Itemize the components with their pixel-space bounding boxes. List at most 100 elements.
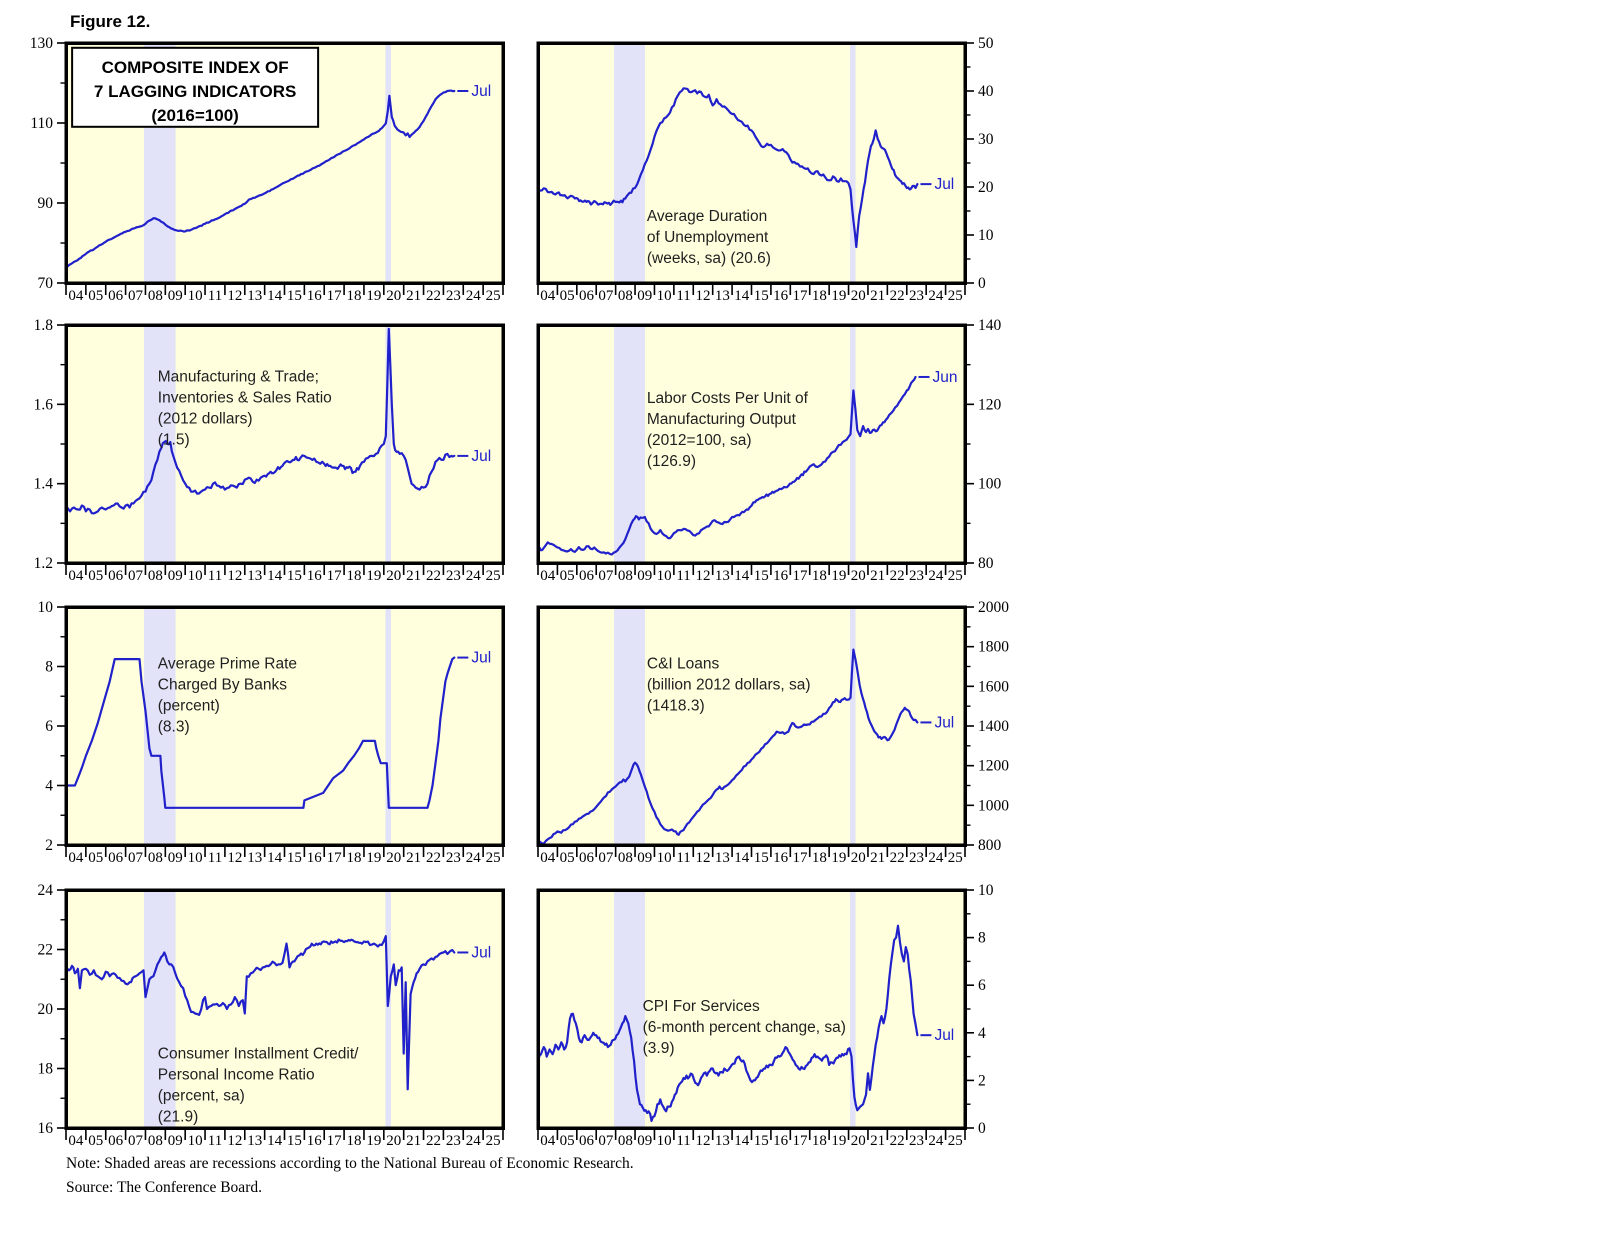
svg-text:C&I Loans: C&I Loans xyxy=(647,655,720,672)
svg-text:(3.9): (3.9) xyxy=(643,1040,675,1057)
svg-text:13: 13 xyxy=(715,850,730,866)
svg-text:18: 18 xyxy=(812,850,827,866)
svg-text:19: 19 xyxy=(366,1133,381,1149)
svg-text:14: 14 xyxy=(267,1133,283,1149)
svg-text:19: 19 xyxy=(831,1133,846,1149)
svg-text:20: 20 xyxy=(386,850,401,866)
svg-text:140: 140 xyxy=(978,317,1002,334)
svg-text:25: 25 xyxy=(948,568,963,584)
svg-text:23: 23 xyxy=(446,1133,461,1149)
svg-text:16: 16 xyxy=(307,568,323,584)
svg-text:08: 08 xyxy=(618,288,633,304)
svg-text:22: 22 xyxy=(890,568,905,584)
svg-text:15: 15 xyxy=(754,850,769,866)
svg-text:23: 23 xyxy=(909,1133,924,1149)
svg-text:22: 22 xyxy=(890,288,905,304)
svg-text:13: 13 xyxy=(247,1133,262,1149)
svg-text:40: 40 xyxy=(978,83,994,100)
svg-text:05: 05 xyxy=(560,1133,575,1149)
svg-text:21: 21 xyxy=(406,288,421,304)
svg-text:(21.9): (21.9) xyxy=(158,1109,199,1126)
svg-text:25: 25 xyxy=(948,288,963,304)
svg-text:10: 10 xyxy=(657,288,672,304)
svg-text:05: 05 xyxy=(88,568,103,584)
svg-text:16: 16 xyxy=(773,568,789,584)
svg-text:21: 21 xyxy=(870,288,885,304)
svg-text:07: 07 xyxy=(128,568,144,584)
svg-text:23: 23 xyxy=(446,850,461,866)
svg-text:21: 21 xyxy=(870,568,885,584)
svg-text:09: 09 xyxy=(168,568,183,584)
svg-text:14: 14 xyxy=(734,568,750,584)
svg-text:19: 19 xyxy=(366,288,381,304)
svg-text:21: 21 xyxy=(406,1133,421,1149)
svg-text:20: 20 xyxy=(386,1133,401,1149)
svg-text:Personal Income Ratio: Personal Income Ratio xyxy=(158,1067,315,1084)
svg-text:17: 17 xyxy=(327,568,343,584)
svg-text:Manufacturing Output: Manufacturing Output xyxy=(647,411,797,428)
svg-text:06: 06 xyxy=(579,1133,595,1149)
svg-text:6: 6 xyxy=(978,977,986,994)
svg-text:4: 4 xyxy=(45,778,53,795)
svg-text:24: 24 xyxy=(928,850,944,866)
svg-text:11: 11 xyxy=(676,850,690,866)
svg-text:21: 21 xyxy=(406,568,421,584)
svg-text:09: 09 xyxy=(637,850,652,866)
svg-text:17: 17 xyxy=(327,288,343,304)
svg-text:7 LAGGING INDICATORS: 7 LAGGING INDICATORS xyxy=(94,82,296,101)
svg-text:19: 19 xyxy=(831,288,846,304)
svg-text:14: 14 xyxy=(734,1133,750,1149)
svg-text:14: 14 xyxy=(734,288,750,304)
svg-text:25: 25 xyxy=(486,568,501,584)
chart-manufacturing-trade-inventories-sales-ratio: 1.21.41.61.804 05 06 07 08 09 10 11 12 13 14 15 16 17… xyxy=(34,317,505,584)
svg-text:07: 07 xyxy=(598,568,614,584)
svg-text:19: 19 xyxy=(831,850,846,866)
svg-text:04: 04 xyxy=(540,1133,556,1149)
svg-text:14: 14 xyxy=(267,568,283,584)
svg-text:22: 22 xyxy=(890,1133,905,1149)
svg-text:09: 09 xyxy=(168,1133,183,1149)
svg-text:08: 08 xyxy=(148,850,163,866)
svg-text:04: 04 xyxy=(68,1133,84,1149)
svg-text:10: 10 xyxy=(188,288,203,304)
svg-text:20: 20 xyxy=(851,568,866,584)
svg-text:1.4: 1.4 xyxy=(34,476,54,493)
svg-text:11: 11 xyxy=(676,1133,690,1149)
svg-text:17: 17 xyxy=(793,1133,809,1149)
svg-text:(2012 dollars): (2012 dollars) xyxy=(158,411,253,428)
svg-text:21: 21 xyxy=(870,850,885,866)
svg-text:(6-month percent change, sa): (6-month percent change, sa) xyxy=(643,1019,846,1036)
svg-text:09: 09 xyxy=(637,1133,652,1149)
svg-text:Average Duration: Average Duration xyxy=(647,208,767,225)
svg-text:22: 22 xyxy=(426,1133,441,1149)
svg-text:18: 18 xyxy=(347,568,362,584)
svg-text:80: 80 xyxy=(978,555,994,572)
chart-composite-index-of-7-lagging-indicators: 70 90 110 130 04 05 06 07 08 09 10 11 12 13 14 15 16 17 18… xyxy=(30,35,505,304)
svg-text:05: 05 xyxy=(560,288,575,304)
svg-text:22: 22 xyxy=(426,850,441,866)
svg-text:20: 20 xyxy=(851,288,866,304)
svg-text:15: 15 xyxy=(287,1133,302,1149)
svg-text:13: 13 xyxy=(715,1133,730,1149)
svg-text:04: 04 xyxy=(68,288,84,304)
svg-text:(billion 2012 dollars, sa): (billion 2012 dollars, sa) xyxy=(647,676,811,693)
svg-text:1.6: 1.6 xyxy=(34,396,54,413)
svg-text:06: 06 xyxy=(108,288,124,304)
svg-text:04: 04 xyxy=(540,288,556,304)
svg-text:1800: 1800 xyxy=(978,639,1009,656)
svg-text:13: 13 xyxy=(247,288,262,304)
svg-text:07: 07 xyxy=(128,1133,144,1149)
svg-text:17: 17 xyxy=(793,850,809,866)
svg-text:12: 12 xyxy=(695,568,710,584)
svg-text:09: 09 xyxy=(637,568,652,584)
svg-text:05: 05 xyxy=(88,850,103,866)
svg-text:16: 16 xyxy=(38,1120,54,1137)
svg-text:(1.5): (1.5) xyxy=(158,432,190,449)
svg-text:23: 23 xyxy=(446,568,461,584)
svg-text:20: 20 xyxy=(851,850,866,866)
svg-text:Jul: Jul xyxy=(934,714,954,731)
svg-text:07: 07 xyxy=(598,1133,614,1149)
svg-text:17: 17 xyxy=(327,850,343,866)
